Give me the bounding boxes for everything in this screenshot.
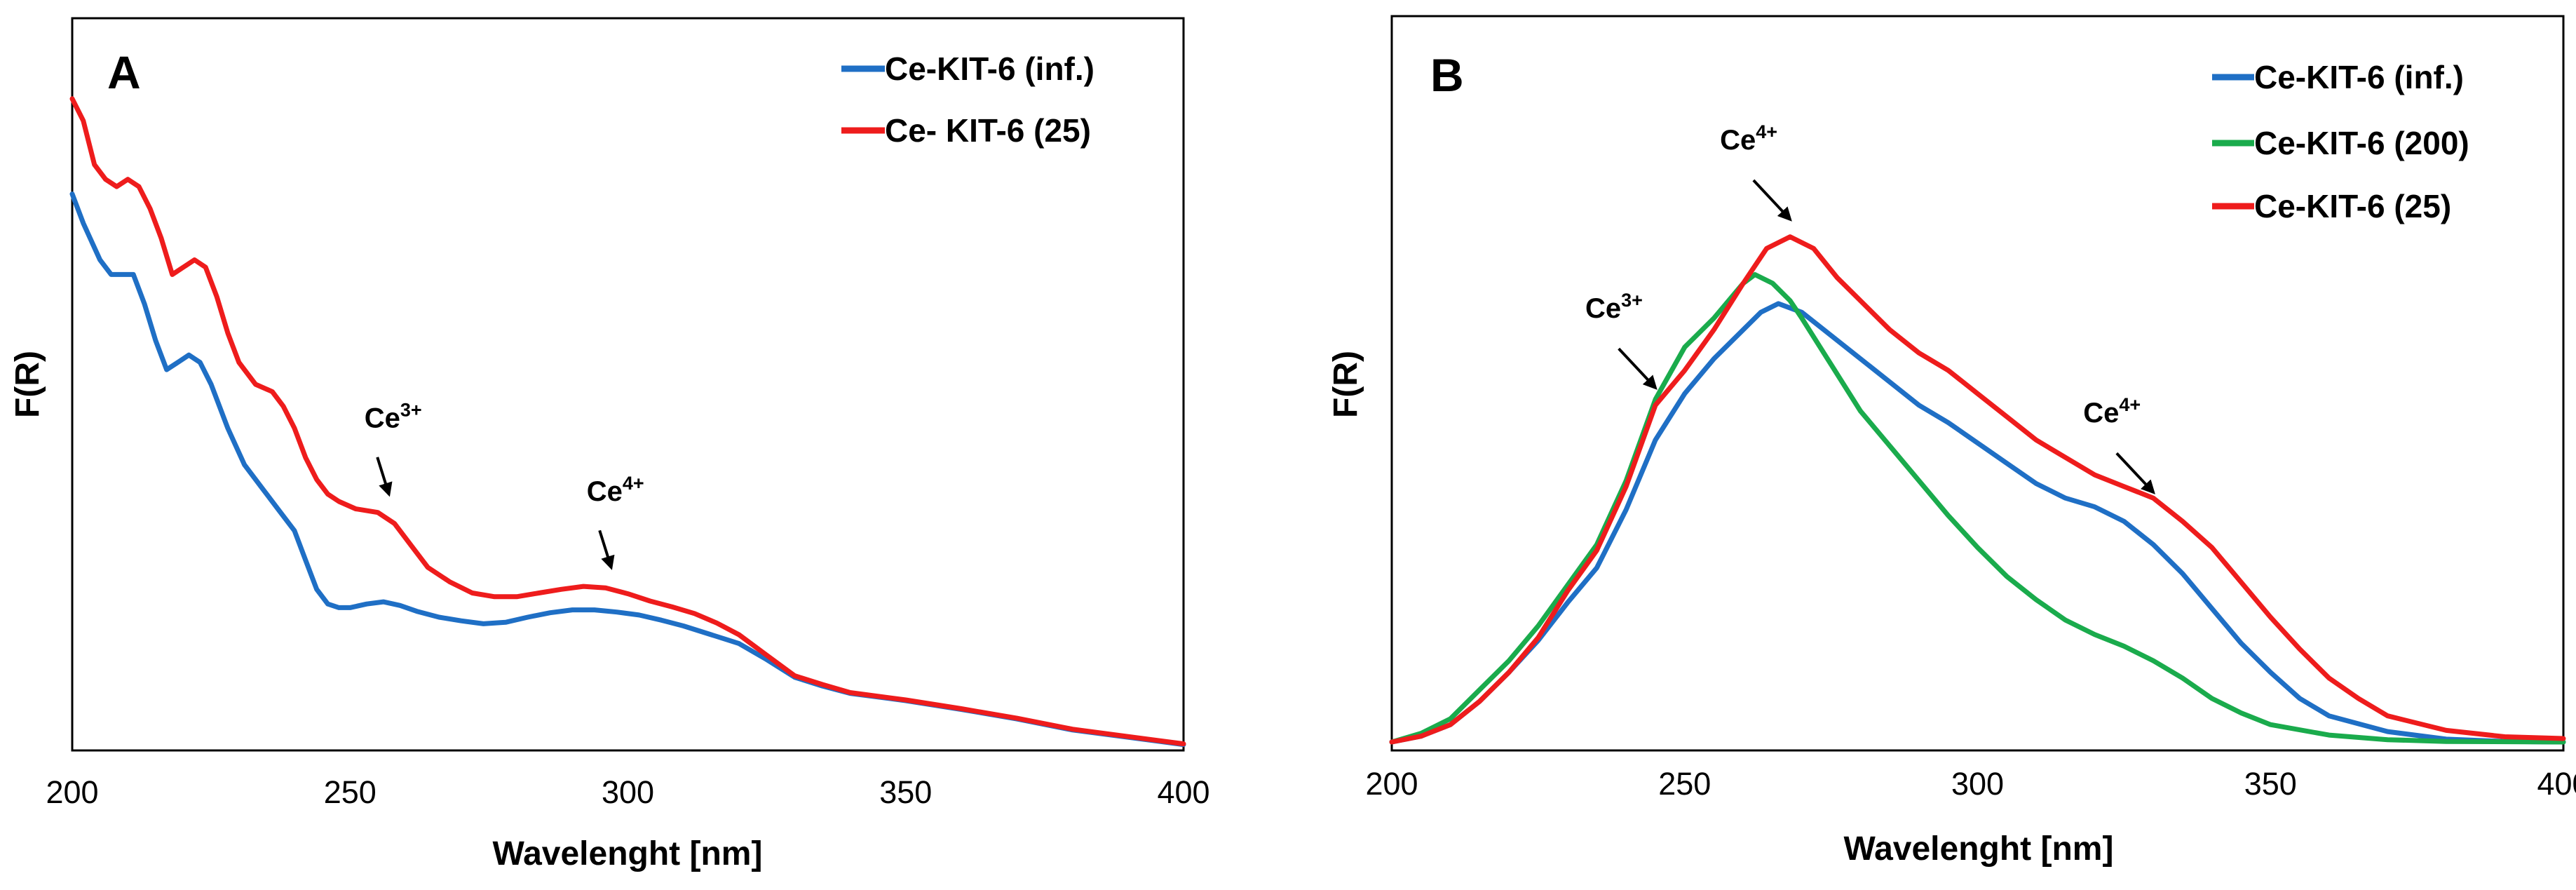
annotation-label: Ce4+	[1720, 121, 1777, 156]
annotation-arrow	[1752, 179, 1792, 222]
annotation-label: Ce3+	[1585, 290, 1643, 324]
x-tick-label: 350	[2244, 766, 2297, 802]
x-tick-label: 400	[1157, 774, 1209, 810]
annotations: Ce3+ Ce4+ Ce4+	[1585, 121, 2155, 494]
annotation-label: Ce4+	[2083, 394, 2141, 429]
annotations: Ce3+ Ce4+	[365, 400, 644, 570]
plot-frame	[1390, 15, 2565, 752]
x-tick-label: 300	[602, 774, 654, 810]
panel-label: B	[1430, 49, 1464, 101]
legend-entry: Ce- KIT-6 (25)	[885, 112, 1091, 149]
annotation-arrow	[376, 457, 393, 497]
x-tick-labels: 200 250 300 350 400	[1365, 766, 2576, 802]
series-line-1	[69, 191, 1186, 748]
x-tick-labels: 200 250 300 350 400	[46, 774, 1209, 810]
x-axis-title: Wavelenght [nm]	[493, 835, 763, 872]
series-line-2	[1389, 272, 2566, 745]
series-lines	[69, 96, 1186, 748]
annotation-arrow	[1618, 347, 1658, 390]
annotation-label: Ce3+	[365, 400, 422, 434]
chart-panel-a: Ce3+ Ce4+ 200 250 300 350 400 A Wavelenght [n…	[9, 17, 1210, 872]
legend-entry: Ce-KIT-6 (inf.)	[2254, 59, 2464, 95]
legend: Ce-KIT-6 (inf.) Ce- KIT-6 (25)	[841, 50, 1094, 149]
annotation-label: Ce4+	[587, 473, 644, 507]
y-axis-title: F(R)	[1327, 351, 1364, 418]
annotation-arrow	[2115, 452, 2155, 494]
x-tick-label: 250	[1658, 766, 1711, 802]
chart-panel-b: Ce3+ Ce4+ Ce4+ 200 250 300 350 400 B Wavelengh…	[1327, 15, 2576, 868]
x-tick-label: 200	[1365, 766, 1418, 802]
x-tick-label: 250	[324, 774, 377, 810]
x-tick-label: 200	[46, 774, 98, 810]
series-line-2	[69, 96, 1186, 747]
legend-entry: Ce-KIT-6 (200)	[2254, 125, 2469, 161]
plot-frame	[71, 17, 1185, 752]
annotation-arrow	[598, 530, 615, 570]
series-line-3	[1389, 234, 2566, 745]
x-tick-label: 300	[1951, 766, 2004, 802]
panel-label: A	[107, 46, 141, 98]
x-tick-label: 350	[879, 774, 932, 810]
series-lines	[1389, 234, 2566, 745]
legend-entry: Ce-KIT-6 (25)	[2254, 188, 2451, 224]
x-axis-title: Wavelenght [nm]	[1844, 830, 2114, 868]
y-axis-title: F(R)	[9, 351, 46, 418]
legend: Ce-KIT-6 (inf.) Ce-KIT-6 (200) Ce-KIT-6 …	[2212, 59, 2469, 224]
x-tick-label: 400	[2537, 766, 2576, 802]
series-line-1	[1389, 301, 2566, 745]
legend-entry: Ce-KIT-6 (inf.)	[885, 50, 1094, 87]
